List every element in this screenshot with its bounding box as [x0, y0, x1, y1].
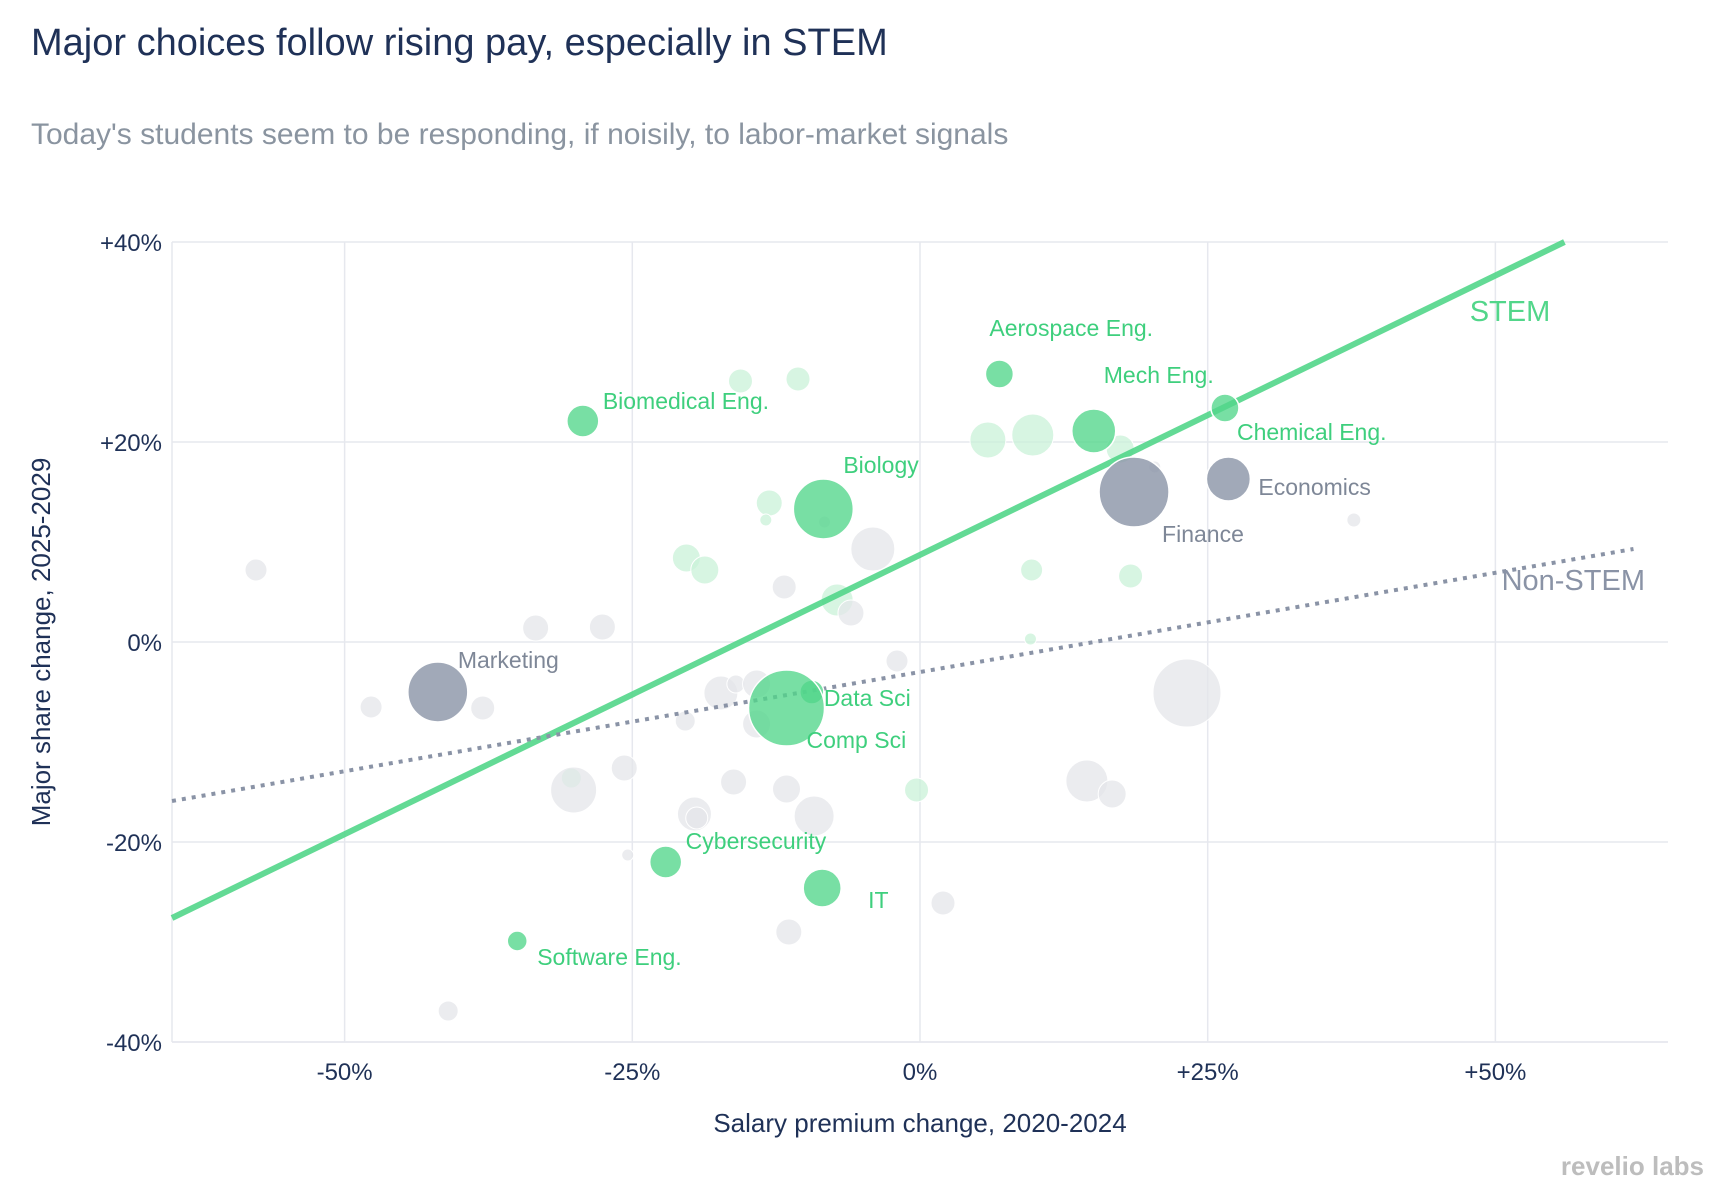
labeled-points: [407, 359, 1252, 952]
background-point: [772, 774, 802, 804]
data-point: [747, 669, 826, 747]
axes: [171, 242, 1668, 1043]
x-tick-label: -25%: [604, 1059, 660, 1086]
y-tick-label: 0%: [127, 630, 162, 657]
y-tick-label: +40%: [100, 230, 162, 257]
background-point: [930, 890, 956, 916]
x-tick-label: -50%: [317, 1059, 373, 1086]
background-point: [793, 795, 835, 837]
point-label: Comp Sci: [807, 727, 907, 753]
y-tick-label: +20%: [100, 430, 162, 457]
data-point: [506, 930, 528, 952]
point-label: Economics: [1258, 474, 1370, 500]
x-tick-label: 0%: [903, 1059, 938, 1086]
point-labels: Aerospace Eng. Mech Eng. Chemical Eng. Biom…: [458, 296, 1645, 970]
chart-subtitle: Today's students seem to be responding, …: [31, 118, 1009, 151]
point-label: Marketing: [458, 647, 559, 673]
background-point: [685, 806, 709, 830]
background-point: [1346, 512, 1362, 528]
y-tick-label: -40%: [106, 1030, 162, 1057]
background-point: [850, 526, 896, 572]
data-point: [792, 478, 855, 540]
background-point: [720, 768, 748, 796]
point-label: Data Sci: [824, 685, 911, 711]
data-point: [1210, 393, 1240, 423]
background-points: [244, 366, 1362, 1022]
background-point: [588, 613, 616, 641]
point-label: Biomedical Eng.: [603, 388, 769, 414]
background-point: [470, 695, 496, 721]
background-point: [755, 489, 783, 517]
background-point: [437, 1000, 459, 1022]
background-point: [837, 599, 865, 627]
background-point: [522, 614, 550, 642]
point-label: Chemical Eng.: [1237, 419, 1387, 445]
data-point: [648, 845, 683, 879]
point-label: Biology: [843, 452, 919, 478]
background-point: [244, 558, 268, 582]
background-point: [885, 649, 909, 673]
data-point: [984, 359, 1015, 389]
background-point: [690, 555, 720, 585]
point-label: Finance: [1162, 521, 1244, 547]
background-point: [1118, 563, 1144, 589]
point-label: Software Eng.: [537, 944, 681, 970]
grid-lines: [172, 241, 1668, 1043]
background-point: [550, 766, 598, 814]
tick-labels: -50% -25% 0% +25% +50% +40% +20% 0% -20% -40%: [100, 230, 1526, 1086]
point-label: IT: [868, 887, 888, 913]
data-point: [566, 404, 600, 438]
trend-lines: [170, 239, 1634, 921]
y-axis-title: Major share change, 2025-2029: [26, 458, 56, 827]
background-point: [359, 695, 383, 719]
x-axis-title: Salary premium change, 2020-2024: [713, 1108, 1126, 1138]
background-point: [1011, 413, 1055, 457]
background-point: [610, 754, 638, 782]
data-point: [1098, 456, 1170, 528]
x-tick-label: +50%: [1464, 1059, 1526, 1086]
background-point: [1097, 779, 1127, 809]
x-tick-label: +25%: [1177, 1059, 1239, 1086]
stem-trend-line: [170, 239, 1566, 921]
y-tick-label: -20%: [106, 830, 162, 857]
background-point: [785, 366, 811, 392]
data-point: [407, 661, 469, 723]
background-point: [621, 848, 635, 862]
point-label: Aerospace Eng.: [989, 315, 1153, 341]
background-point: [775, 918, 803, 946]
background-point: [1023, 632, 1037, 646]
background-point: [771, 574, 797, 600]
data-point: [1071, 408, 1117, 454]
non-stem-trend-line: [171, 547, 1634, 803]
background-point: [1020, 558, 1044, 582]
data-point: [802, 868, 842, 908]
chart-title: Major choices follow rising pay, especia…: [31, 22, 888, 64]
background-point: [1152, 658, 1222, 728]
brand-logo: revelio labs: [1560, 1151, 1704, 1181]
background-point: [969, 421, 1007, 459]
data-point: [1205, 456, 1252, 502]
background-point: [759, 513, 773, 527]
point-label: Cybersecurity: [686, 828, 827, 854]
non-stem-line-label: Non-STEM: [1502, 565, 1645, 597]
point-label: Mech Eng.: [1104, 362, 1214, 388]
background-point: [727, 368, 753, 394]
stem-line-label: STEM: [1470, 296, 1551, 328]
background-point: [904, 777, 930, 803]
